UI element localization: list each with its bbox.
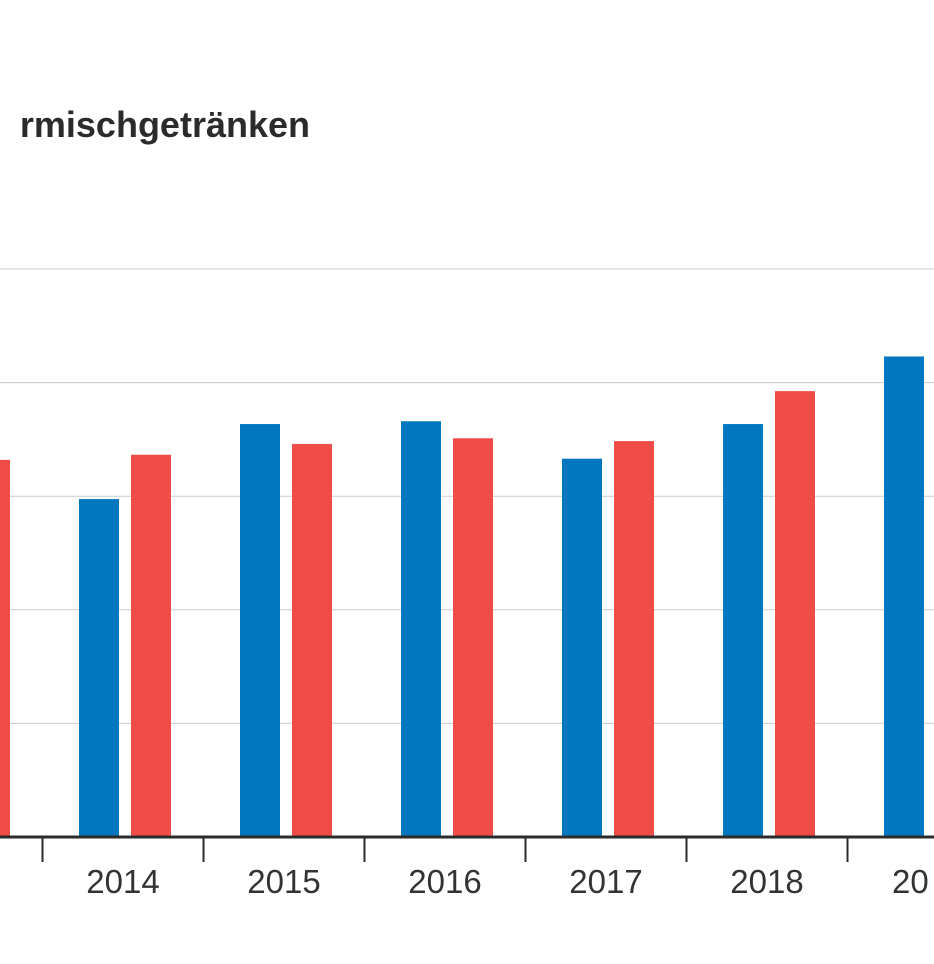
- bar-2014-series-1: [79, 499, 119, 837]
- bar-2016-series-2: [453, 438, 493, 837]
- bar-2017-series-1: [562, 458, 602, 837]
- bar-2018-series-2: [775, 391, 815, 837]
- x-tick-label-2014: 2014: [86, 863, 159, 900]
- bar-2013-series-2: [0, 459, 10, 837]
- bar-2015-series-1: [240, 424, 280, 837]
- bar-2014-series-2: [131, 454, 171, 837]
- x-tick-label-2018: 2018: [730, 863, 803, 900]
- x-tick-label-2017: 2017: [569, 863, 642, 900]
- bar-2016-series-1: [401, 421, 441, 837]
- bar-2019-series-1: [884, 356, 924, 837]
- bar-2017-series-2: [614, 441, 654, 837]
- x-tick-label-2016: 2016: [408, 863, 481, 900]
- chart-title: rmischgetränken: [19, 104, 310, 145]
- x-tick-label-2019: 20: [892, 863, 929, 900]
- bar-2015-series-2: [292, 443, 332, 837]
- x-tick-label-2015: 2015: [247, 863, 320, 900]
- bar-2018-series-1: [723, 424, 763, 837]
